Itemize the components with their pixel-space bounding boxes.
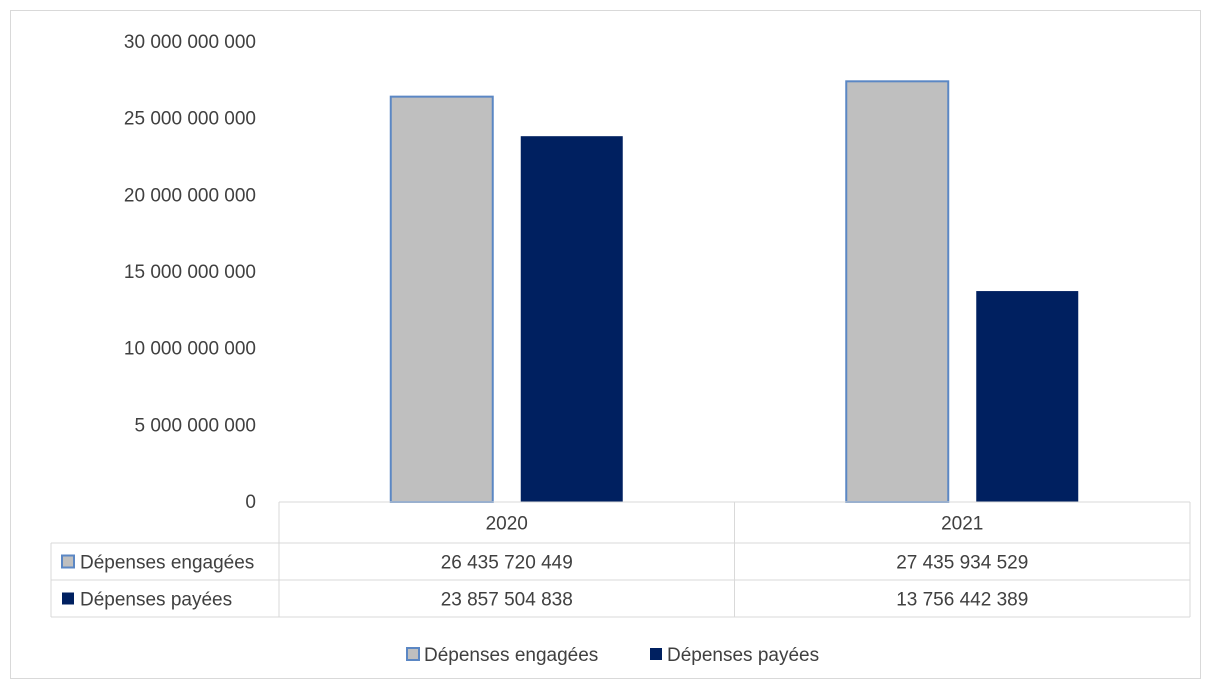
legend-label: Dépenses engagées bbox=[424, 645, 598, 666]
row-label: Dépenses engagées bbox=[80, 553, 254, 574]
y-tick-label: 30 000 000 000 bbox=[124, 32, 256, 53]
x-tick-label: 2021 bbox=[941, 514, 983, 535]
bars bbox=[389, 80, 1079, 503]
data-label: 13 756 442 389 bbox=[896, 590, 1028, 611]
y-tick-label: 5 000 000 000 bbox=[134, 415, 256, 436]
legend-key-icon bbox=[61, 554, 75, 569]
x-tick-label: 2020 bbox=[486, 514, 528, 535]
y-tick-label: 25 000 000 000 bbox=[124, 109, 256, 130]
y-tick-label: 10 000 000 000 bbox=[124, 339, 256, 360]
bar-d-penses-engag-es-2020 bbox=[389, 95, 494, 503]
data-label: 26 435 720 449 bbox=[441, 553, 573, 574]
data-label: 23 857 504 838 bbox=[441, 590, 573, 611]
legend-key-icon bbox=[650, 648, 662, 660]
bar-d-penses-pay-es-2020 bbox=[520, 136, 623, 502]
data-label: 27 435 934 529 bbox=[896, 553, 1028, 574]
data-table: 2020 2021 Dépenses engagées 26 435 720 449 2… bbox=[50, 501, 1191, 618]
legend-key-icon bbox=[62, 592, 74, 605]
y-tick-label: 15 000 000 000 bbox=[124, 262, 256, 283]
bar-d-penses-engag-es-2021 bbox=[845, 80, 950, 503]
legend-key-icon bbox=[406, 647, 420, 661]
bar-d-penses-pay-es-2021 bbox=[976, 291, 1079, 502]
y-axis: 0 5 000 000 000 10 000 000 000 15 000 000 0… bbox=[124, 32, 256, 513]
legend-label: Dépenses payées bbox=[667, 645, 819, 666]
y-tick-label: 0 bbox=[245, 492, 256, 513]
legend: Dépenses engagées Dépenses payées bbox=[406, 645, 819, 666]
row-label: Dépenses payées bbox=[80, 590, 232, 611]
y-tick-label: 20 000 000 000 bbox=[124, 185, 256, 206]
